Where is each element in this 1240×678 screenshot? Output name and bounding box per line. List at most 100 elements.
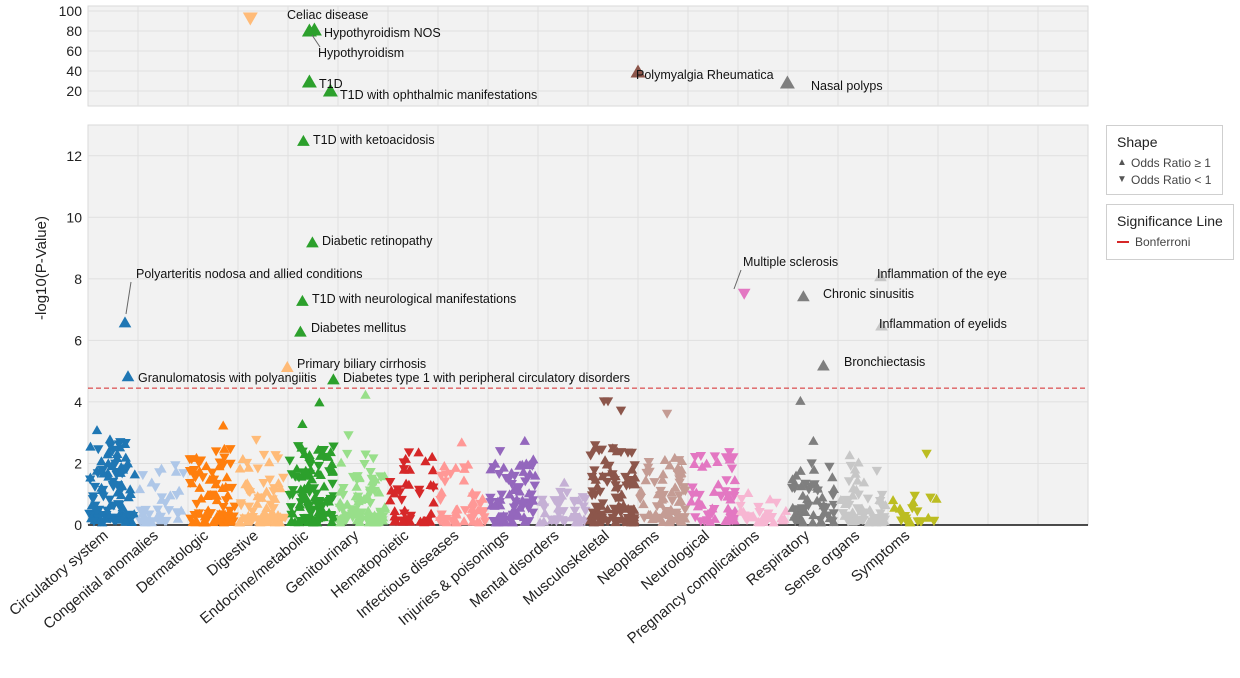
data-point: [113, 440, 124, 450]
data-point: [419, 517, 430, 527]
data-point: [720, 516, 731, 526]
data-point: [768, 517, 779, 527]
data-point: [351, 476, 363, 486]
data-point: [596, 500, 607, 510]
data-point: [129, 469, 140, 479]
data-point: [305, 460, 316, 470]
data-point: [439, 460, 450, 470]
data-point: [186, 455, 197, 465]
data-point: [428, 480, 439, 490]
data-point: [242, 478, 253, 488]
data-point: [658, 493, 669, 503]
data-point: [246, 517, 258, 527]
data-point-notable: [251, 435, 262, 445]
annotation-leader-line: [125, 281, 132, 315]
data-point: [414, 489, 425, 499]
data-point: [335, 517, 346, 527]
data-point: [514, 502, 526, 512]
data-point: [797, 517, 809, 527]
data-point: [312, 467, 324, 477]
data-point: [315, 450, 326, 460]
data-point: [916, 517, 927, 527]
data-point: [905, 517, 916, 527]
data-point: [656, 491, 667, 501]
data-point: [879, 515, 891, 525]
data-point: [735, 501, 746, 511]
data-point: [494, 447, 506, 457]
data-point: [234, 463, 246, 473]
data-point: [679, 505, 691, 515]
data-point: [86, 500, 98, 510]
data-point-annotated: [297, 134, 310, 146]
data-point: [222, 490, 233, 500]
data-point-notable: [360, 389, 371, 399]
data-point: [766, 512, 778, 522]
data-point-notable: [104, 434, 116, 444]
data-point: [519, 516, 530, 526]
data-point: [761, 517, 772, 527]
data-point: [306, 474, 318, 484]
annotation-label: Inflammation of the eye: [877, 267, 1007, 281]
data-point: [622, 448, 634, 458]
data-point: [214, 509, 225, 519]
data-point: [338, 484, 349, 494]
data-point: [360, 450, 371, 460]
data-point: [379, 502, 391, 512]
data-point: [728, 453, 739, 463]
data-point: [675, 496, 687, 506]
data-point-notable: [314, 397, 325, 407]
data-point: [709, 452, 721, 462]
data-point: [87, 495, 99, 505]
data-point: [842, 515, 854, 525]
data-point: [610, 481, 621, 491]
data-point: [258, 479, 269, 489]
data-point-notable: [661, 409, 673, 419]
data-point: [586, 491, 598, 501]
data-point: [729, 487, 741, 497]
data-point: [219, 443, 230, 453]
data-point: [657, 474, 668, 484]
data-point: [110, 459, 121, 469]
data-point: [818, 500, 829, 510]
data-point: [787, 502, 798, 512]
data-point: [185, 514, 196, 524]
data-point: [447, 516, 458, 526]
data-point: [427, 465, 439, 475]
y-tick-label-lower: 8: [74, 271, 82, 287]
data-point: [523, 517, 535, 527]
x-tick-label: Musculoskeletal: [520, 527, 613, 609]
data-point: [798, 505, 810, 515]
data-point: [294, 501, 305, 511]
data-point: [207, 468, 218, 478]
data-point: [695, 451, 707, 461]
data-point: [510, 497, 521, 507]
data-point: [358, 493, 370, 503]
data-point: [724, 448, 735, 458]
data-point: [712, 456, 723, 466]
data-point: [156, 494, 167, 504]
data-point: [121, 464, 133, 474]
data-point-annotated: [875, 319, 888, 331]
data-point: [490, 517, 502, 527]
data-point-annotated: [306, 236, 319, 248]
data-point: [302, 501, 313, 511]
data-point: [616, 489, 627, 499]
data-point: [268, 504, 279, 514]
data-point: [299, 483, 310, 493]
data-point: [112, 487, 123, 497]
data-point: [267, 495, 278, 505]
data-point: [375, 515, 387, 525]
data-point: [296, 442, 307, 452]
data-point-annotated: [630, 64, 646, 78]
data-point: [828, 509, 839, 519]
data-point: [475, 499, 486, 509]
data-point: [635, 485, 647, 495]
data-point: [649, 478, 660, 488]
data-point: [546, 516, 557, 526]
data-point: [96, 456, 107, 466]
data-point: [819, 507, 830, 517]
data-point: [84, 475, 96, 485]
data-point: [399, 505, 410, 515]
data-point: [298, 468, 310, 478]
data-point-annotated: [327, 373, 340, 385]
